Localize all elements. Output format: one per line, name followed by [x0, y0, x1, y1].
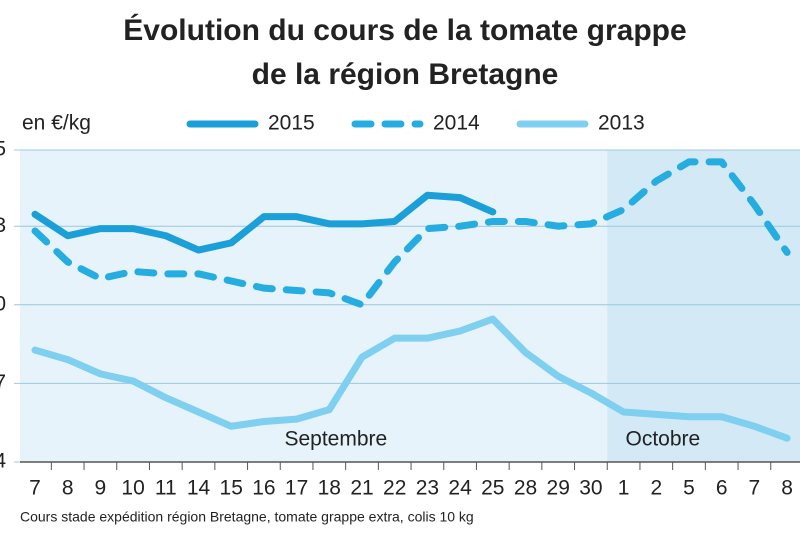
y-axis-label: en €/kg	[22, 112, 91, 135]
x-tick-label: 14	[187, 477, 211, 500]
y-tick-label: 4	[0, 450, 6, 473]
x-tick-label: 1	[618, 477, 630, 500]
y-tick-label: 0	[0, 292, 6, 315]
data-line	[31, 191, 497, 254]
annotation: Octobre	[625, 428, 700, 451]
data-line	[31, 158, 791, 309]
source-note: Cours stade expédition région Bretagne, …	[20, 509, 474, 525]
x-tick-label: 7	[749, 477, 761, 500]
x-tick-label: 22	[383, 477, 406, 500]
x-tick-label: 30	[579, 477, 602, 500]
x-tick-label: 25	[481, 477, 504, 500]
x-tick-label: 2	[650, 477, 662, 500]
data-line	[31, 315, 791, 442]
y-tick-label: 3	[0, 214, 6, 237]
x-tick-label: 7	[29, 477, 41, 500]
chart-title: Évolution du cours de la tomate grappe	[123, 13, 686, 47]
x-tick-label: 6	[716, 477, 728, 500]
x-tick-label: 16	[252, 477, 275, 500]
legend-label: 2014	[433, 112, 480, 135]
x-tick-label: 17	[285, 477, 308, 500]
x-tick-label: 21	[350, 477, 373, 500]
x-tick-label: 28	[514, 477, 537, 500]
x-tick-label: 8	[62, 477, 74, 500]
chart-title: de la région Bretagne	[252, 58, 559, 91]
y-tick-label: 5	[0, 138, 6, 161]
x-tick-label: 9	[95, 477, 107, 500]
x-tick-label: 15	[220, 477, 243, 500]
x-tick-label: 18	[318, 477, 341, 500]
x-tick-label: 24	[448, 477, 472, 500]
x-tick-label: 29	[547, 477, 570, 500]
legend-label: 2015	[268, 112, 315, 135]
x-tick-label: 23	[416, 477, 439, 500]
x-tick-label: 10	[121, 477, 144, 500]
x-tick-label: 11	[155, 477, 177, 500]
legend-label: 2013	[598, 112, 645, 135]
x-tick-label: 5	[683, 477, 695, 500]
annotation: Septembre	[284, 428, 387, 451]
x-tick-label: 8	[781, 477, 793, 500]
y-tick-label: 7	[0, 371, 6, 394]
